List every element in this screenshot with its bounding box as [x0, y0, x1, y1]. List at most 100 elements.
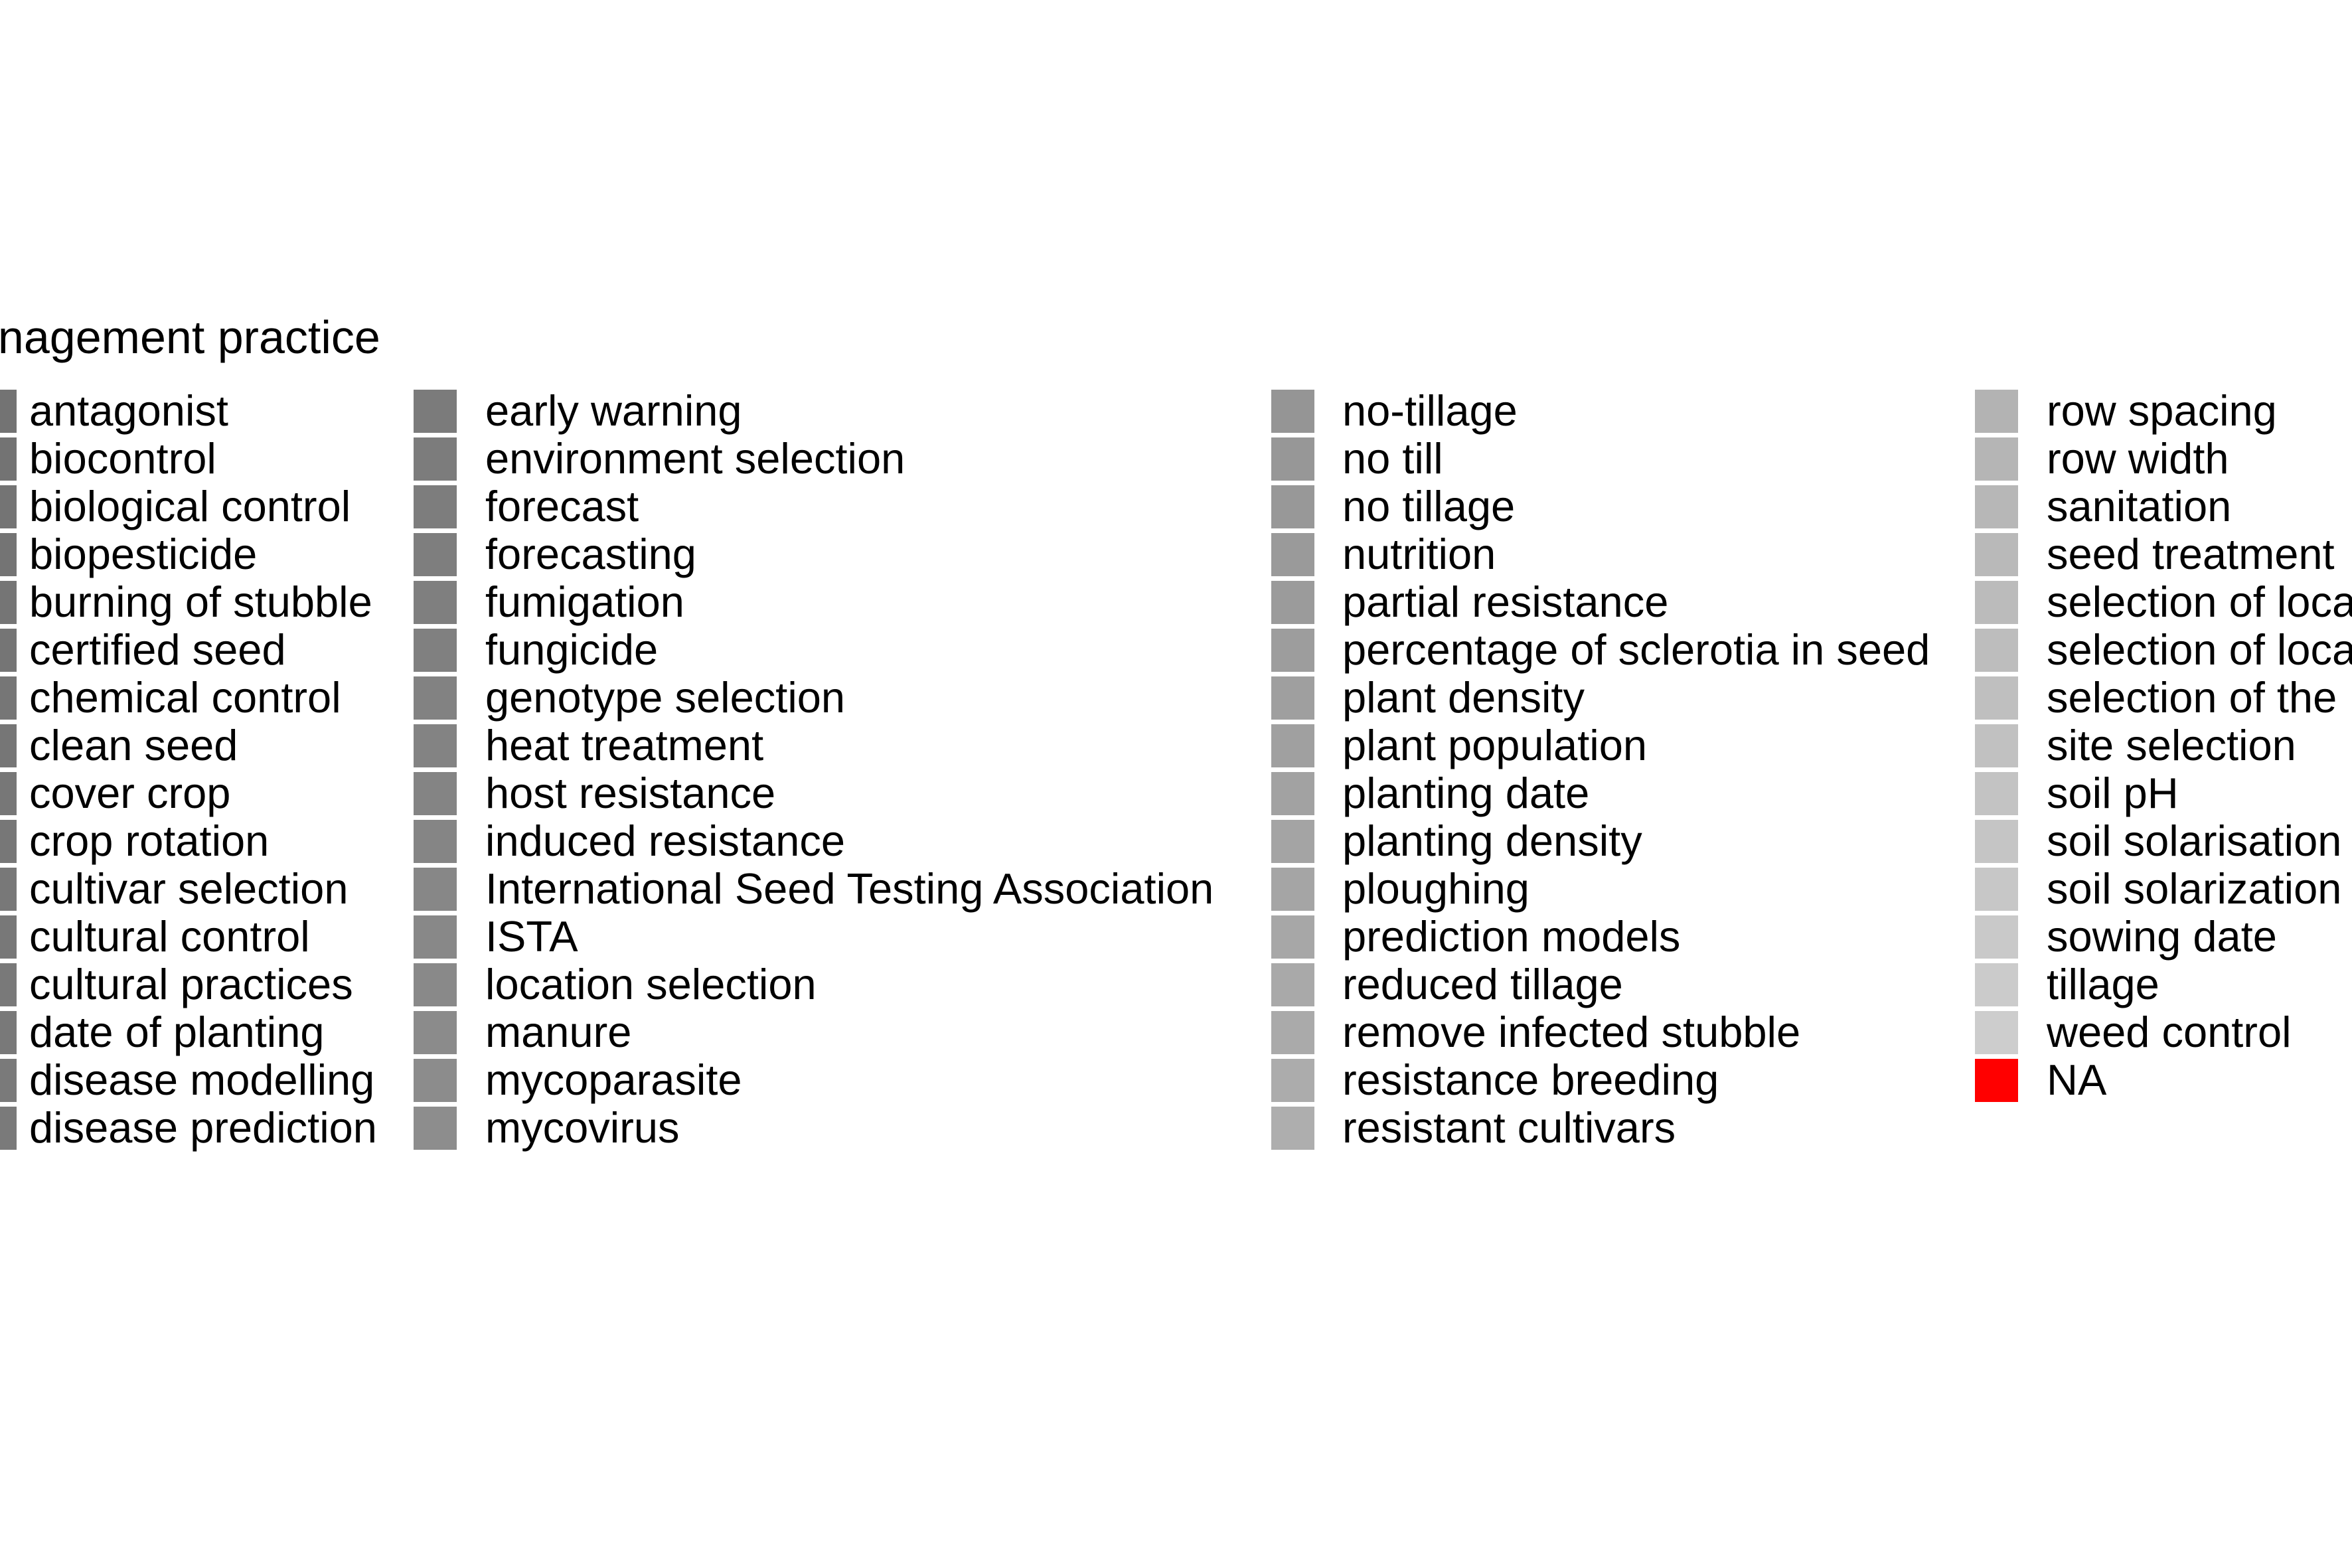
legend-label: resistant cultivars [1342, 1103, 1676, 1152]
legend-label: cultivar selection [29, 864, 349, 913]
legend-key [1271, 580, 1314, 624]
legend-key [1975, 676, 2018, 720]
legend-key [414, 771, 457, 815]
legend-label: biopesticide [29, 530, 258, 578]
legend-label: no till [1342, 434, 1443, 483]
legend-key [414, 580, 457, 624]
legend-label: partial resistance [1342, 578, 1669, 626]
legend-label: ISTA [485, 912, 578, 961]
legend-label: burning of stubble [29, 578, 372, 626]
legend-key [0, 532, 17, 576]
legend-key [1975, 915, 2018, 959]
legend-key [1271, 867, 1314, 911]
legend-label: resistance breeding [1342, 1056, 1719, 1104]
legend-key [1975, 485, 2018, 528]
legend-key [0, 1010, 17, 1054]
legend-label: fungicide [485, 625, 659, 674]
legend-label: nutrition [1342, 530, 1496, 578]
legend-key [0, 724, 17, 767]
legend-label: fumigation [485, 578, 684, 626]
legend-key [0, 963, 17, 1006]
legend-key [414, 867, 457, 911]
legend-label: selection of loca [2047, 578, 2352, 626]
legend-label: percentage of sclerotia in seed [1342, 625, 1930, 674]
legend-label: weed control [2047, 1008, 2292, 1056]
legend-key [414, 628, 457, 672]
legend-key [1271, 771, 1314, 815]
legend-key [0, 580, 17, 624]
legend-label: disease prediction [29, 1103, 377, 1152]
legend-label: NA [2047, 1056, 2107, 1104]
legend-key [414, 437, 457, 481]
legend-label: tillage [2047, 960, 2159, 1008]
legend-label: host resistance [485, 769, 776, 817]
legend-label: soil solarization [2047, 864, 2342, 913]
legend-key [414, 676, 457, 720]
legend-label: planting density [1342, 817, 1642, 865]
legend-label: heat treatment [485, 721, 764, 769]
legend-key [414, 389, 457, 433]
legend-label: cover crop [29, 769, 231, 817]
legend-key [1271, 676, 1314, 720]
legend-key [1271, 437, 1314, 481]
legend-key [414, 1010, 457, 1054]
legend-key [1975, 771, 2018, 815]
legend-key [1975, 1058, 2018, 1102]
legend-label: selection of loca [2047, 625, 2352, 674]
legend-label: antagonist [29, 386, 228, 435]
legend-label: row spacing [2047, 386, 2277, 435]
legend-key [0, 819, 17, 863]
legend-label: location selection [485, 960, 817, 1008]
legend-key [414, 724, 457, 767]
legend-label: soil pH [2047, 769, 2179, 817]
legend-label: no tillage [1342, 482, 1516, 530]
legend-key [1271, 1058, 1314, 1102]
legend-key [0, 1058, 17, 1102]
legend-key [1271, 1106, 1314, 1150]
legend-label: site selection [2047, 721, 2296, 769]
legend-key [1271, 724, 1314, 767]
legend-key [1271, 389, 1314, 433]
legend-label: mycoparasite [485, 1056, 742, 1104]
legend-key [414, 963, 457, 1006]
legend-key [1975, 580, 2018, 624]
legend-label: ploughing [1342, 864, 1529, 913]
legend-label: clean seed [29, 721, 238, 769]
legend-key [1271, 819, 1314, 863]
legend-label: cultural control [29, 912, 310, 961]
legend-key [1271, 1010, 1314, 1054]
legend-key [1975, 1010, 2018, 1054]
legend-label: certified seed [29, 625, 286, 674]
legend-label: crop rotation [29, 817, 270, 865]
legend-key [0, 771, 17, 815]
legend-key [414, 1058, 457, 1102]
legend-key [0, 485, 17, 528]
legend-label: remove infected stubble [1342, 1008, 1801, 1056]
legend-key [1975, 867, 2018, 911]
legend-key [1975, 628, 2018, 672]
legend-label: disease modelling [29, 1056, 375, 1104]
legend-label: environment selection [485, 434, 905, 483]
legend-key [0, 1106, 17, 1150]
legend-label: chemical control [29, 673, 341, 722]
legend-key [414, 532, 457, 576]
legend-label: no-tillage [1342, 386, 1518, 435]
legend-label: row width [2047, 434, 2229, 483]
legend-key [1271, 532, 1314, 576]
legend-key [414, 1106, 457, 1150]
legend-key [0, 867, 17, 911]
legend-label: sowing date [2047, 912, 2277, 961]
legend-label: soil solarisation [2047, 817, 2342, 865]
legend-label: sanitation [2047, 482, 2232, 530]
legend-key [1975, 389, 2018, 433]
legend-title: anagement practice [0, 311, 380, 363]
legend-label: genotype selection [485, 673, 846, 722]
legend-label: mycovirus [485, 1103, 680, 1152]
legend-label: International Seed Testing Association [485, 864, 1214, 913]
legend-key [0, 628, 17, 672]
legend-label: early warning [485, 386, 742, 435]
legend-label: forecast [485, 482, 639, 530]
legend-key [414, 915, 457, 959]
legend-label: prediction models [1342, 912, 1681, 961]
legend-key [0, 389, 17, 433]
